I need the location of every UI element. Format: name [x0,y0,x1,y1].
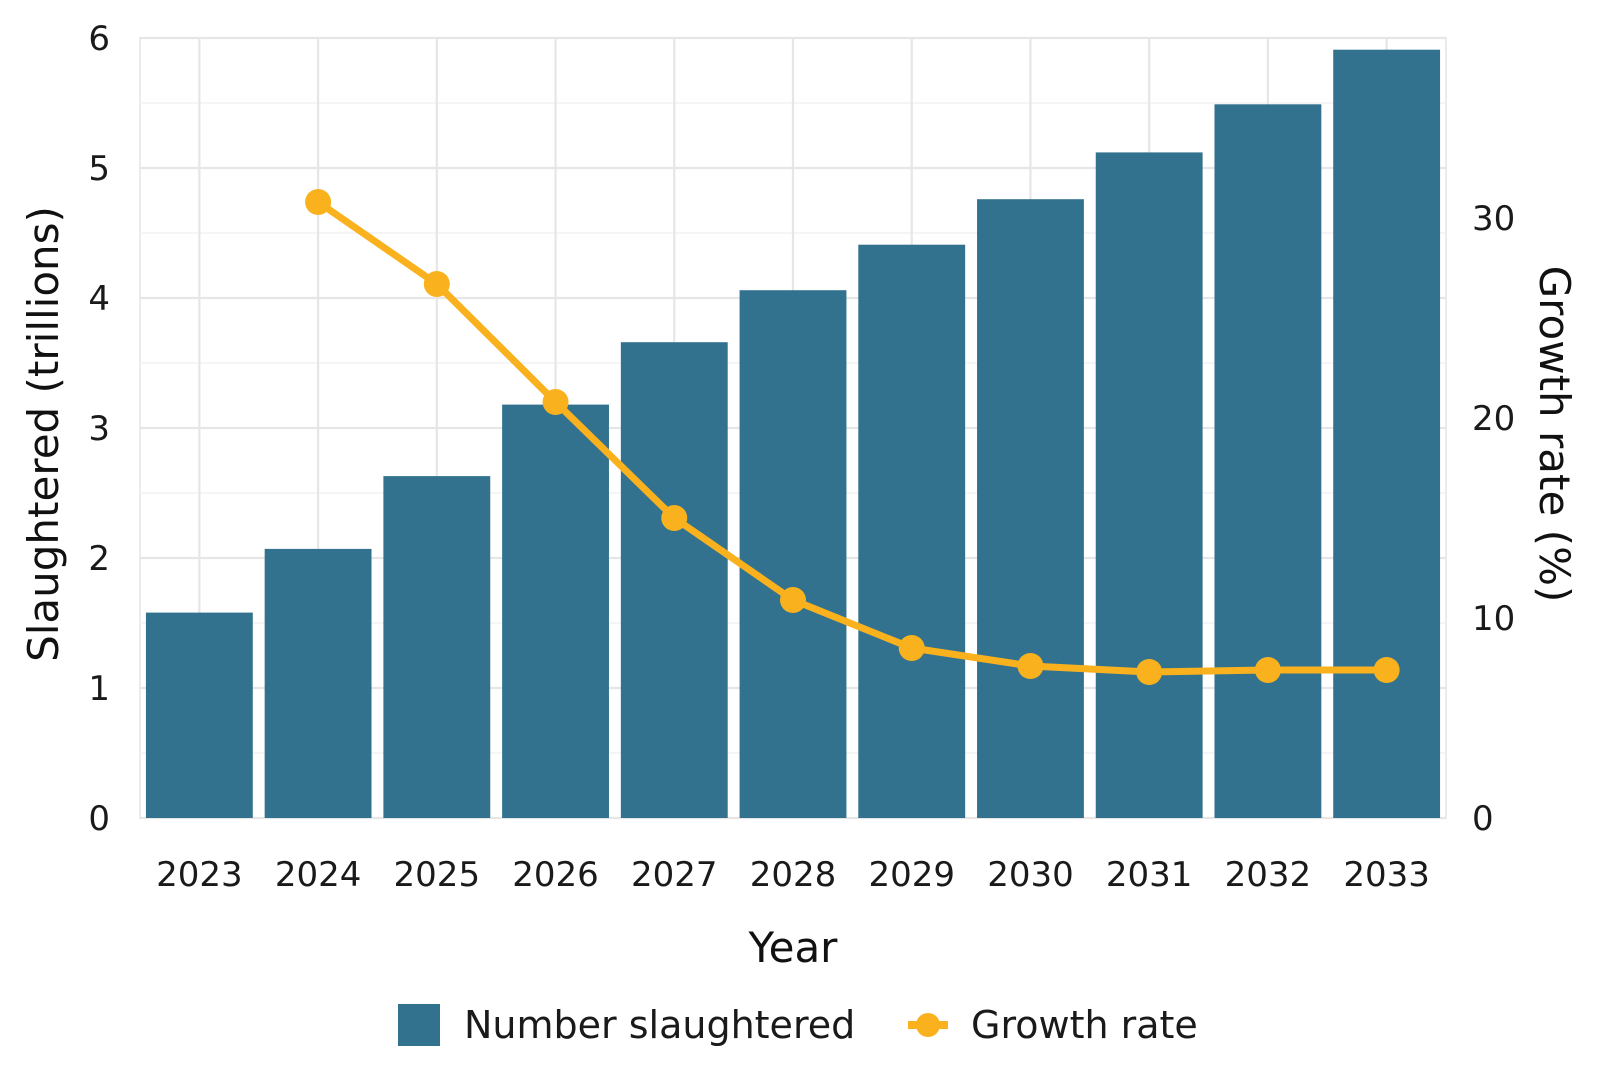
x-tick-2027: 2027 [631,855,718,895]
x-tick-2029: 2029 [868,855,955,895]
growth-point-2033 [1373,657,1400,683]
bar-2033 [1333,49,1441,818]
growth-point-2026 [542,389,569,415]
bar-2025 [383,476,491,818]
x-tick-2026: 2026 [512,855,599,895]
x-tick-2024: 2024 [275,855,362,895]
legend-swatch-growth-rate-marker [916,1013,940,1037]
legend: Number slaughtered Growth rate [398,1003,1198,1047]
growth-point-2031 [1136,659,1163,685]
y-tick-right: 10 [1472,599,1515,639]
growth-point-2028 [780,587,806,613]
x-tick-2030: 2030 [987,855,1074,895]
x-tick-2025: 2025 [394,855,481,895]
bar-2023 [145,612,253,818]
legend-label-growth-rate: Growth rate [971,1003,1198,1047]
growth-rate-line [314,198,1391,676]
y-tick-left: 3 [88,409,110,449]
y-tick-left: 5 [88,149,110,189]
x-axis-title: Year [748,923,839,972]
growth-point-2025 [423,271,450,297]
bar-2032 [1214,104,1322,819]
y-tick-right: 0 [1472,799,1494,839]
y-axis-title-left: Slaughtered (trillions) [19,206,68,662]
bar-2024 [264,548,372,818]
growth-point-2032 [1254,657,1281,683]
x-tick-2023: 2023 [156,855,243,895]
x-tick-2031: 2031 [1106,855,1193,895]
y-tick-right: 20 [1472,399,1515,439]
growth-point-2029 [898,635,925,661]
x-tick-2033: 2033 [1343,855,1430,895]
growth-point-2027 [661,505,688,531]
bar-2029 [858,244,966,818]
bars [145,49,1441,819]
growth-point-2024 [305,189,332,215]
y-tick-left: 0 [88,799,110,839]
growth-line [305,189,1400,685]
y-axis-title-right: Growth rate (%) [1530,266,1579,603]
bar-2030 [977,199,1084,818]
y-tick-left: 6 [88,19,110,59]
x-tick-2028: 2028 [750,855,837,895]
legend-label-number-slaughtered: Number slaughtered [464,1003,855,1047]
y-tick-left: 2 [88,539,110,579]
x-tick-2032: 2032 [1225,855,1312,895]
bar-2028 [739,290,847,818]
growth-point-2030 [1017,653,1044,679]
y-tick-left: 4 [88,279,110,319]
bar-2027 [620,342,728,818]
y-tick-right: 30 [1472,199,1515,239]
bar-2031 [1095,152,1203,818]
y-tick-left: 1 [88,669,110,709]
bar-2026 [502,404,609,818]
legend-swatch-number-slaughtered [398,1004,440,1046]
